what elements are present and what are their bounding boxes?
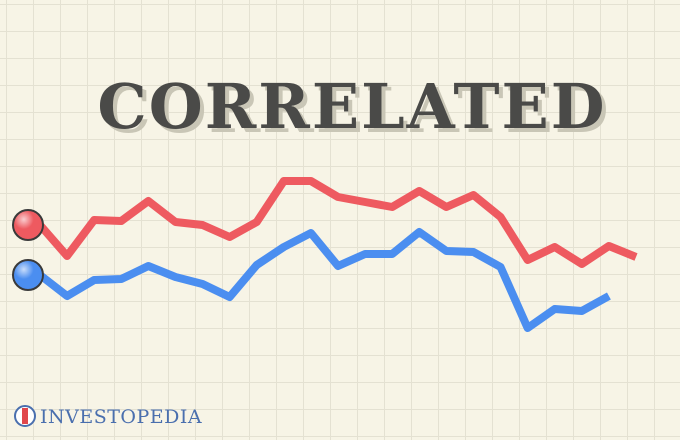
logo-icon-mark [22, 408, 28, 424]
series-line [37, 228, 611, 332]
marker-shine [14, 261, 42, 289]
series-line [36, 177, 638, 268]
title-shadow: CORRELATED [101, 74, 610, 147]
marker-shine [14, 211, 42, 239]
chart-title: CORRELATED [97, 70, 606, 143]
plot-area [12, 177, 638, 332]
brand-logo: INVESTOPEDIA [40, 406, 202, 428]
